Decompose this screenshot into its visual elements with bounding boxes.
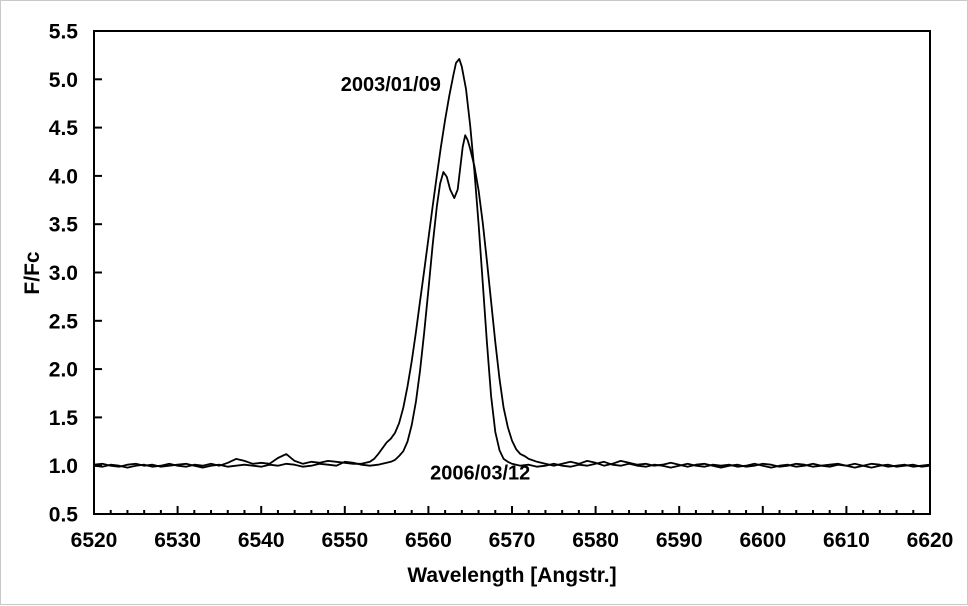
y-tick-label: 1.0	[49, 455, 78, 478]
y-tick-label: 4.5	[49, 117, 79, 140]
x-tick-label: 6580	[572, 529, 619, 552]
y-axis-title: F/Fc	[21, 251, 44, 294]
series-line-2006-03-12	[93, 134, 931, 469]
annotation-2006-03-12: 2006/03/12	[430, 462, 530, 484]
x-tick-label: 6520	[71, 529, 118, 552]
x-tick-label: 6620	[907, 529, 954, 552]
y-tick-label: 2.0	[49, 359, 78, 382]
annotation-2003-01-09: 2003/01/09	[341, 74, 441, 96]
x-tick-label: 6600	[739, 529, 786, 552]
y-tick-label: 2.5	[49, 310, 79, 333]
y-tick-label: 3.0	[49, 262, 78, 285]
x-tick-label: 6570	[489, 529, 536, 552]
series-line-2003-01-09	[93, 58, 931, 469]
x-tick-label: 6530	[154, 529, 201, 552]
y-tick-label: 5.0	[49, 69, 78, 92]
x-axis-title: Wavelength [Angstr.]	[407, 564, 616, 587]
x-tick-label: 6590	[656, 529, 703, 552]
x-tick-label: 6550	[321, 529, 368, 552]
y-tick-label: 5.5	[49, 21, 79, 44]
x-tick-label: 6560	[405, 529, 452, 552]
y-tick-label: 3.5	[49, 214, 79, 237]
y-tick-label: 0.5	[49, 504, 79, 527]
y-tick-label: 1.5	[49, 407, 79, 430]
x-tick-label: 6540	[238, 529, 285, 552]
y-tick-label: 4.0	[49, 165, 78, 188]
x-tick-label: 6610	[823, 529, 870, 552]
